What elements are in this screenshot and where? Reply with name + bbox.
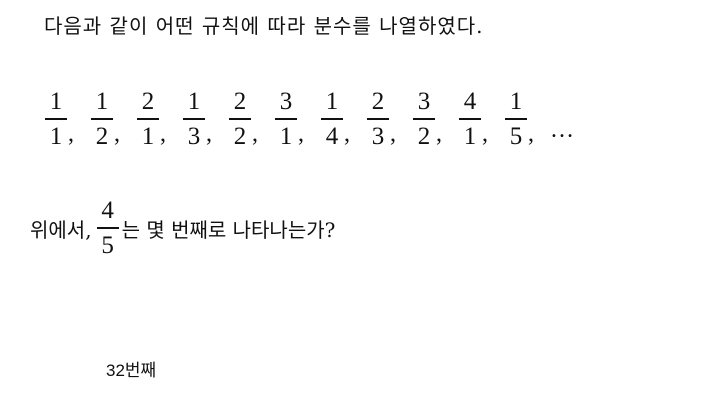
fraction-numerator: 2 [233, 88, 247, 115]
sequence-separator: , [160, 120, 166, 147]
fraction-denominator: 5 [101, 232, 114, 259]
sequence-separator: , [252, 120, 258, 147]
sequence-separator: , [390, 120, 396, 147]
fraction-sequence: 1 1, 1 2, 2 1, 1 3, 2 2, 3 1, 1 4, 2 3, 3 2, 4 1, 1 5,… [44, 84, 574, 154]
fraction-denominator: 1 [49, 123, 63, 150]
question-suffix: 는 몇 번째로 나타나는가? [121, 217, 336, 242]
fraction-denominator: 1 [463, 123, 477, 150]
fraction-bar [137, 118, 159, 120]
fraction-denominator: 5 [509, 123, 523, 150]
fraction-numerator: 1 [187, 88, 201, 115]
sequence-separator: , [528, 120, 534, 147]
fraction-denominator: 2 [233, 123, 247, 150]
fraction-denominator: 4 [325, 123, 339, 150]
fraction-numerator: 3 [417, 88, 431, 115]
question-fraction: 4 5 [96, 196, 120, 260]
fraction-denominator: 1 [141, 123, 155, 150]
question-prefix: 위에서, [30, 217, 92, 242]
answer-text: 32번째 [106, 361, 157, 380]
fraction-denominator: 2 [417, 123, 431, 150]
fraction-bar [91, 118, 113, 120]
sequence-ellipsis: … [550, 116, 574, 143]
problem-intro: 다음과 같이 어떤 규칙에 따라 분수를 나열하였다. [44, 14, 484, 38]
fraction-numerator: 1 [95, 88, 109, 115]
fraction-denominator: 1 [279, 123, 293, 150]
fraction-numerator: 1 [49, 88, 63, 115]
fraction-denominator: 2 [95, 123, 109, 150]
sequence-separator: , [482, 120, 488, 147]
sequence-separator: , [206, 120, 212, 147]
fraction-numerator: 1 [509, 88, 523, 115]
sequence-separator: , [68, 120, 74, 147]
sequence-separator: , [344, 120, 350, 147]
fraction-bar [321, 118, 343, 120]
fraction-bar [96, 227, 119, 229]
fraction-denominator: 3 [371, 123, 385, 150]
fraction-bar [229, 118, 251, 120]
fraction-bar [275, 118, 297, 120]
fraction-bar [459, 118, 481, 120]
fraction-numerator: 3 [279, 88, 293, 115]
fraction-bar [183, 118, 205, 120]
fraction-numerator: 4 [463, 88, 477, 115]
fraction-numerator: 4 [101, 197, 114, 224]
sequence-separator: , [114, 120, 120, 147]
fraction-numerator: 1 [325, 88, 339, 115]
fraction-bar [45, 118, 67, 120]
sequence-separator: , [298, 120, 304, 147]
fraction-bar [505, 118, 527, 120]
fraction-bar [413, 118, 435, 120]
fraction-numerator: 2 [141, 88, 155, 115]
fraction-denominator: 3 [187, 123, 201, 150]
problem-question: 위에서, 4 5 는 몇 번째로 나타나는가? [30, 196, 335, 260]
fraction-bar [367, 118, 389, 120]
fraction-numerator: 2 [371, 88, 385, 115]
sequence-separator: , [436, 120, 442, 147]
